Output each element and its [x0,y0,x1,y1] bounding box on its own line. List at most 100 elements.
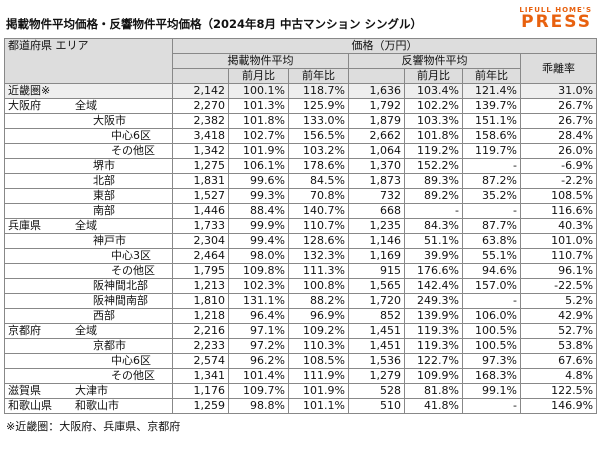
value-cell: 108.5% [519,188,598,204]
value-cell: 97.3% [462,353,521,369]
value-cell: 1,536 [348,353,405,369]
area: 阪神間南部 [93,294,148,308]
area: 神戸市 [93,234,126,248]
prefecture: 和歌山県 [8,399,52,413]
table-row: 中心6区 2,574 96.2% 108.5% 1,536 122.7% 97.3% 67.6… [4,353,598,369]
value-cell: 1,446 [172,203,229,219]
value-cell: 1,795 [172,263,229,279]
prefecture: 京都府 [8,324,41,338]
area: 和歌山市 [75,399,119,413]
value-cell: 99.3% [228,188,289,204]
inquired-header: 反響物件平均 [348,53,521,69]
table-row: その他区 1,795 109.8% 111.3% 915 176.6% 94.6% 96.1% [4,263,598,279]
value-cell: 84.3% [404,218,463,234]
value-cell: 1,341 [172,368,229,384]
logo: LIFULL HOME'S PRESS [519,6,592,31]
value-cell: 101.9% [228,143,289,159]
value-cell: 111.9% [288,368,349,384]
region-cell: 中心6区 [4,353,173,369]
footnote: ※近畿圏：大阪府、兵庫県、京都府 [6,420,181,433]
table-row: 阪神間北部 1,213 102.3% 100.8% 1,565 142.4% 157.0% -… [4,278,598,294]
prefecture: 滋賀県 [8,384,41,398]
region-cell: 堺市 [4,158,173,174]
value-cell: 151.1% [462,113,521,129]
listed-header: 掲載物件平均 [172,53,349,69]
region-cell: 東部 [4,188,173,204]
value-cell: 99.9% [228,218,289,234]
table-row: その他区 1,341 101.4% 111.9% 1,279 109.9% 168.3% 4.… [4,368,598,384]
value-cell: 118.7% [288,83,349,99]
value-cell: 1,879 [348,113,405,129]
value-cell: 1,810 [172,293,229,309]
value-cell: 139.7% [462,98,521,114]
value-cell: 249.3% [404,293,463,309]
value-cell: 156.5% [288,128,349,144]
value-cell: 2,304 [172,233,229,249]
yoy-header: 前年比 [462,68,521,84]
value-cell: - [462,398,521,414]
value-cell: 103.3% [404,113,463,129]
table-row: 北部 1,831 99.6% 84.5% 1,873 89.3% 87.2% -2.2% [4,173,598,189]
value-cell: 81.8% [404,383,463,399]
value-cell: 2,662 [348,128,405,144]
area: 北部 [93,174,115,188]
value-cell: 915 [348,263,405,279]
value-cell: 732 [348,188,405,204]
value-cell: 99.1% [462,383,521,399]
value-cell: 110.7% [519,248,598,264]
table-row: 滋賀県 大津市 1,176 109.7% 101.9% 528 81.8% 99.1% 122.… [4,383,598,399]
value-cell: 1,451 [348,338,405,354]
value-cell: 119.3% [404,323,463,339]
table-row: その他区 1,342 101.9% 103.2% 1,064 119.2% 119.7% 26… [4,143,598,159]
table-row: 中心6区 3,418 102.7% 156.5% 2,662 101.8% 158.6% 28… [4,128,598,144]
value-cell: 89.3% [404,173,463,189]
value-cell: 102.7% [228,128,289,144]
value-cell: 157.0% [462,278,521,294]
value-cell: 53.8% [519,338,598,354]
value-cell: 100.5% [462,323,521,339]
region-cell: その他区 [4,263,173,279]
value-cell: 668 [348,203,405,219]
region-cell: その他区 [4,143,173,159]
yoy-header: 前年比 [288,68,349,84]
table-row: 南部 1,446 88.4% 140.7% 668- -116.6% [4,203,598,219]
value-cell: 89.2% [404,188,463,204]
value-cell: 168.3% [462,368,521,384]
value-cell: 26.7% [519,113,598,129]
value-cell: 109.2% [288,323,349,339]
value-cell: 55.1% [462,248,521,264]
table-row: 和歌山県 和歌山市 1,259 98.8% 101.1% 510 41.8% -146.9% [4,398,598,414]
table-row: 西部 1,218 96.4% 96.9% 852 139.9% 106.0% 42.9% [4,308,598,324]
value-cell: 88.2% [288,293,349,309]
value-cell: 1,213 [172,278,229,294]
value-cell: 98.8% [228,398,289,414]
value-cell: 97.1% [228,323,289,339]
value-cell: -22.5% [519,278,598,294]
value-cell: 96.1% [519,263,598,279]
sub-area: 中心6区 [111,354,151,368]
value-cell: 101.8% [404,128,463,144]
table-row: 京都市 2,233 97.2% 110.3% 1,451 119.3% 100.5% 53.8… [4,338,598,354]
value-cell: 109.9% [404,368,463,384]
value-cell: 52.7% [519,323,598,339]
value-cell: 2,216 [172,323,229,339]
region-cell: 和歌山県 和歌山市 [4,398,173,414]
value-cell: 84.5% [288,173,349,189]
value-cell: 102.2% [404,98,463,114]
value-cell: 87.7% [462,218,521,234]
sub-area: その他区 [111,144,155,158]
value-cell: 1,064 [348,143,405,159]
mom-header: 前月比 [228,68,289,84]
value-cell: 128.6% [288,233,349,249]
price-header: 価格（万円） [171,38,598,54]
value-cell: - [462,158,521,174]
value-cell: 101.8% [228,113,289,129]
prefecture: 兵庫県 [8,219,41,233]
value-cell: 132.3% [288,248,349,264]
value-cell: 96.9% [288,308,349,324]
sub-area: 中心6区 [111,129,151,143]
value-cell: 96.4% [228,308,289,324]
price-table: 都道府県 エリア 価格（万円） 掲載物件平均 反響物件平均 乖離率 前月比 前年比… [4,38,598,414]
value-cell: 1,169 [348,248,405,264]
